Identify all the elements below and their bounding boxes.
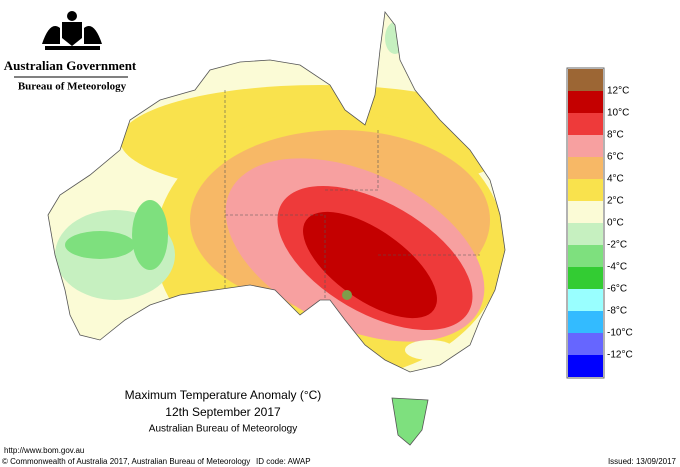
legend-label: -6°C [607,284,627,295]
legend-label: -2°C [607,240,627,251]
legend-label: -8°C [607,306,627,317]
legend-swatch [568,311,603,333]
crest [42,11,102,50]
tasmania [391,397,429,446]
legend-swatch [568,245,603,267]
legend-label: 10°C [607,108,629,119]
map-title-line1: Maximum Temperature Anomaly (°C) [125,388,322,402]
legend-label: -10°C [607,328,633,339]
legend-swatch [568,179,603,201]
legend-label: -4°C [607,262,627,273]
legend-label: 2°C [607,196,624,207]
footer-issued: Issued: 13/09/2017 [608,457,677,466]
map-title-line3: Australian Bureau of Meteorology [149,424,297,435]
legend-label: 0°C [607,218,624,229]
legend-swatch [568,289,603,311]
legend-swatch [568,355,603,377]
legend-swatch [568,333,603,355]
legend-label: -12°C [607,350,633,361]
map-title-line2: 12th September 2017 [165,405,281,419]
legend-frame [566,67,605,379]
legend-swatch [568,223,603,245]
legend-swatch [568,91,603,113]
footer-url: http://www.bom.gov.au [4,446,84,455]
header-title: Australian Government [4,58,137,73]
legend-label: 12°C [607,86,629,97]
legend-swatch [568,69,603,91]
legend-label: 8°C [607,130,624,141]
legend-swatch [568,201,603,223]
legend-swatch [568,113,603,135]
coastline [47,10,506,373]
footer-copyright: © Commonwealth of Australia 2017, Austra… [2,457,250,466]
header-subtitle: Bureau of Meteorology [18,81,127,93]
state-borders [224,90,480,300]
legend-label: 4°C [607,174,624,185]
legend-swatch [568,267,603,289]
legend-swatch [568,157,603,179]
footer-id-code: ID code: AWAP [256,457,311,466]
legend-swatch [568,135,603,157]
legend-label: 6°C [607,152,624,163]
legend: 12°C 10°C 8°C 6°C 4°C 2°C 0°C -2°C -4°C -6°C -8°C -… [566,67,633,379]
mainland [48,12,505,372]
